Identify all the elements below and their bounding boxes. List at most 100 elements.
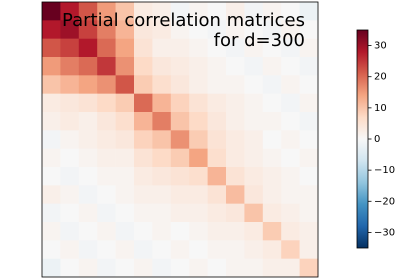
heatmap-cell — [134, 38, 153, 58]
heatmap-cell — [281, 130, 300, 149]
heatmap-cell — [60, 57, 80, 76]
heatmap-cell — [262, 112, 282, 131]
heatmap-cell — [189, 148, 208, 168]
heatmap-cell — [244, 240, 264, 259]
heatmap-cell — [189, 130, 208, 149]
heatmap-cell — [115, 20, 135, 39]
heatmap-cell — [244, 185, 264, 204]
heatmap-cell — [78, 57, 98, 76]
heatmap-cell — [42, 20, 61, 39]
heatmap-cell — [97, 38, 116, 58]
heatmap-cell — [170, 75, 190, 94]
heatmap-cell — [60, 75, 80, 94]
heatmap-cell — [262, 240, 282, 259]
heatmap-cell — [152, 167, 172, 186]
heatmap-cell — [262, 75, 282, 94]
heatmap-cell — [97, 130, 116, 149]
heatmap-cell — [78, 38, 98, 58]
heatmap-cell — [134, 240, 153, 259]
heatmap-cell — [281, 222, 300, 241]
heatmap-cell — [152, 240, 172, 259]
heatmap-cell — [244, 38, 264, 58]
heatmap-cell — [226, 38, 245, 58]
heatmap-cell — [134, 75, 153, 94]
heatmap-cell — [226, 222, 245, 241]
heatmap-cell — [262, 258, 282, 278]
heatmap-cell — [134, 185, 153, 204]
chart-title: for d=300 — [214, 30, 305, 51]
heatmap-cell — [226, 258, 245, 278]
heatmap-cell — [78, 203, 98, 223]
heatmap-cell — [42, 38, 61, 58]
heatmap-cell — [42, 258, 61, 278]
heatmap-cell — [262, 93, 282, 113]
heatmap-cell — [60, 20, 80, 39]
heatmap-cell — [42, 185, 61, 204]
heatmap-cell — [189, 112, 208, 131]
colorbar — [356, 29, 369, 249]
heatmap-cell — [299, 222, 319, 241]
heatmap-cell — [60, 185, 80, 204]
heatmap-cell — [115, 185, 135, 204]
heatmap-cell — [42, 75, 61, 94]
heatmap-cell — [262, 130, 282, 149]
heatmap-cell — [97, 185, 116, 204]
heatmap-cell — [115, 203, 135, 223]
heatmap-cell — [226, 130, 245, 149]
heatmap-cell — [207, 20, 227, 39]
heatmap-cell — [115, 167, 135, 186]
heatmap-cell — [115, 112, 135, 131]
heatmap-cell — [134, 112, 153, 131]
heatmap-cell — [207, 258, 227, 278]
heatmap-cell — [189, 57, 208, 76]
heatmap-cell — [244, 222, 264, 241]
heatmap-cell — [170, 148, 190, 168]
heatmap-cell — [115, 57, 135, 76]
heatmap-cell — [299, 240, 319, 259]
heatmap-cell — [262, 38, 282, 58]
heatmap-cell — [97, 75, 116, 94]
heatmap-cell — [207, 222, 227, 241]
heatmap-cell — [189, 222, 208, 241]
heatmap-cell — [78, 20, 98, 39]
heatmap-cell — [42, 148, 61, 168]
heatmap-cell — [281, 258, 300, 278]
heatmap-cell — [226, 20, 245, 39]
heatmap-cell — [226, 185, 245, 204]
heatmap-cell — [152, 258, 172, 278]
heatmap-cell — [244, 20, 264, 39]
heatmap-cell — [207, 38, 227, 58]
heatmap-cell — [244, 93, 264, 113]
heatmap — [42, 2, 319, 278]
heatmap-cell — [97, 20, 116, 39]
heatmap-cell — [42, 203, 61, 223]
heatmap-cell — [207, 203, 227, 223]
heatmap-cell — [115, 75, 135, 94]
heatmap-cell — [97, 148, 116, 168]
heatmap-cell — [262, 203, 282, 223]
heatmap-cell — [134, 93, 153, 113]
heatmap-cell — [207, 2, 227, 21]
heatmap-cell — [60, 167, 80, 186]
heatmap-cell — [170, 20, 190, 39]
heatmap-cell — [42, 240, 61, 259]
heatmap-cell — [281, 203, 300, 223]
heatmap-cell — [189, 185, 208, 204]
heatmap-cell — [244, 167, 264, 186]
heatmap-cell — [42, 222, 61, 241]
heatmap-cell — [78, 2, 98, 21]
heatmap-cell — [78, 75, 98, 94]
heatmap-cell — [60, 203, 80, 223]
heatmap-cell — [244, 130, 264, 149]
heatmap-cell — [281, 2, 300, 21]
heatmap-cell — [281, 57, 300, 76]
heatmap-cell — [170, 185, 190, 204]
heatmap-cell — [152, 38, 172, 58]
heatmap-cell — [262, 167, 282, 186]
heatmap-cell — [207, 167, 227, 186]
heatmap-cell — [244, 258, 264, 278]
heatmap-cell — [262, 185, 282, 204]
heatmap-cell — [207, 112, 227, 131]
heatmap-cell — [97, 112, 116, 131]
heatmap-cell — [244, 57, 264, 76]
